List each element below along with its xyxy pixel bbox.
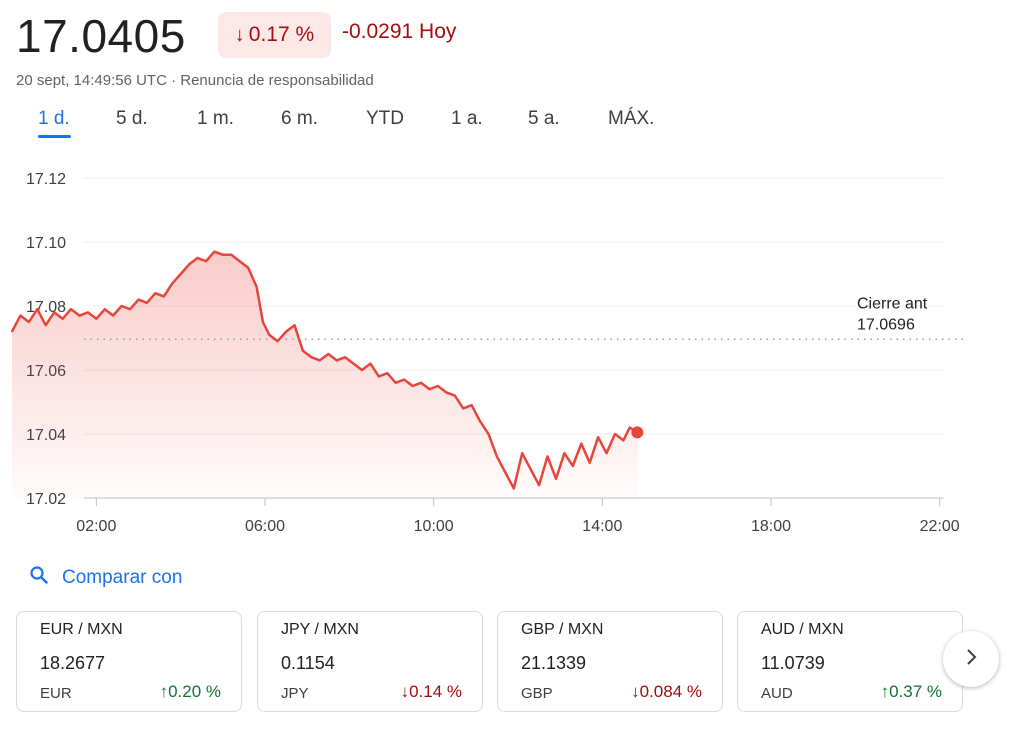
card-value: 0.1154	[281, 653, 335, 673]
y-tick-label: 17.12	[26, 171, 66, 188]
x-tick-label: 10:00	[414, 518, 454, 535]
card-change-up: ↑0.37 %	[881, 682, 942, 702]
next-cards-button[interactable]	[943, 631, 999, 687]
card-pair: EUR / MXN	[40, 621, 123, 638]
x-tick-label: 14:00	[582, 518, 622, 535]
arrow-down-icon: ↓	[400, 682, 410, 701]
arrow-up-icon: ↑	[880, 682, 890, 701]
card-currency: AUD	[761, 685, 793, 702]
tab-ytd[interactable]: YTD	[366, 108, 404, 129]
arrow-up-icon: ↑	[159, 682, 169, 701]
card-change-value: 0.14 %	[409, 682, 462, 701]
card-value: 18.2677	[40, 653, 106, 673]
tab-1d[interactable]: 1 d.	[38, 108, 70, 129]
card-change-value: 0.37 %	[889, 682, 942, 701]
timestamp-disclaimer: 20 sept, 14:49:56 UTC · Renuncia de resp…	[16, 72, 374, 89]
tab-5d[interactable]: 5 d.	[116, 108, 148, 129]
related-card-jpy-mxn[interactable]: JPY / MXN 0.1154 JPY ↓0.14 %	[257, 611, 483, 712]
card-value: 21.1339	[521, 653, 587, 673]
tab-6m[interactable]: 6 m.	[281, 108, 318, 129]
previous-close-label: Cierre ant	[857, 295, 928, 312]
related-card-eur-mxn[interactable]: EUR / MXN 18.2677 EUR ↑0.20 %	[16, 611, 242, 712]
card-pair: JPY / MXN	[281, 621, 359, 638]
card-pair: AUD / MXN	[761, 621, 844, 638]
x-tick-label: 22:00	[920, 518, 960, 535]
card-currency: EUR	[40, 685, 72, 702]
tab-max[interactable]: MÁX.	[608, 108, 655, 129]
previous-close-value: 17.0696	[857, 316, 915, 333]
card-currency: GBP	[521, 685, 553, 702]
chevron-right-icon	[961, 647, 981, 672]
card-change-down: ↓0.14 %	[401, 682, 462, 702]
change-percent-badge: ↓ 0.17 %	[218, 12, 331, 58]
search-icon	[30, 566, 48, 590]
compare-label: Comparar con	[62, 567, 183, 588]
series-area	[12, 251, 638, 498]
x-tick-label: 02:00	[76, 518, 116, 535]
x-tick-label: 06:00	[245, 518, 285, 535]
card-change-down: ↓0.084 %	[631, 682, 702, 702]
tab-5y[interactable]: 5 a.	[528, 108, 560, 129]
compare-button[interactable]: Comparar con	[30, 566, 182, 590]
series-line	[10, 250, 638, 490]
related-card-gbp-mxn[interactable]: GBP / MXN 21.1339 GBP ↓0.084 %	[497, 611, 723, 712]
card-pair: GBP / MXN	[521, 621, 604, 638]
card-change-up: ↑0.20 %	[160, 682, 221, 702]
tab-1y[interactable]: 1 a.	[451, 108, 483, 129]
y-tick-label: 17.10	[26, 235, 66, 252]
x-tick-label: 18:00	[751, 518, 791, 535]
card-currency: JPY	[281, 685, 309, 702]
arrow-down-icon: ↓	[234, 23, 245, 46]
y-tick-label: 17.08	[26, 299, 66, 316]
card-change-value: 0.084 %	[639, 682, 702, 701]
active-tab-indicator	[38, 135, 71, 138]
x-axis: 02:00 06:00 10:00 14:00 18:00 22:00	[76, 498, 960, 535]
change-percent-value: 0.17 %	[248, 23, 315, 46]
tab-1m[interactable]: 1 m.	[197, 108, 234, 129]
arrow-down-icon: ↓	[631, 682, 640, 701]
card-change-value: 0.20 %	[168, 682, 221, 701]
last-price-marker	[631, 426, 644, 439]
current-price: 17.0405	[16, 10, 186, 62]
card-value: 11.0739	[761, 653, 825, 673]
change-absolute: -0.0291 Hoy	[342, 20, 457, 43]
related-card-aud-mxn[interactable]: AUD / MXN 11.0739 AUD ↑0.37 %	[737, 611, 963, 712]
